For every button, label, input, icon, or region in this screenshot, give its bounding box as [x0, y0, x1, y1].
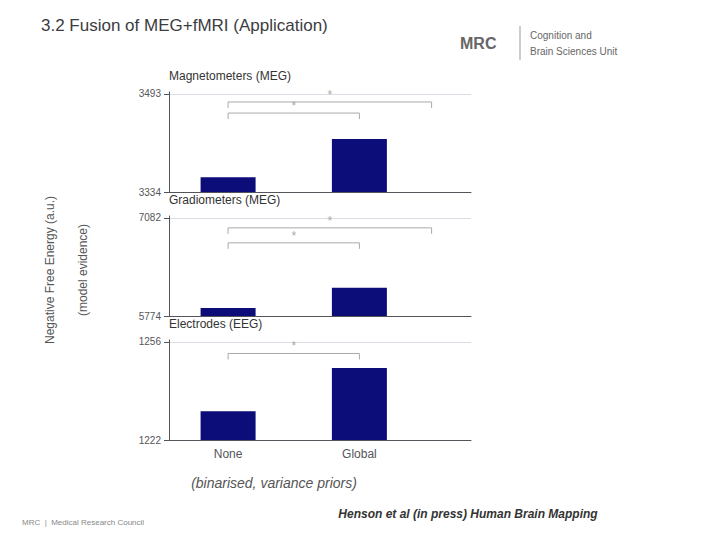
svg-text:Henson et al (in press) Human: Henson et al (in press) Human Brain Mapp… [338, 507, 598, 521]
svg-text:Brain Sciences Unit: Brain Sciences Unit [530, 46, 617, 57]
svg-text:3.2 Fusion of MEG+fMRI (Applic: 3.2 Fusion of MEG+fMRI (Application) [41, 16, 328, 35]
svg-text:*: * [291, 99, 296, 113]
svg-text:Magnetometers (MEG): Magnetometers (MEG) [169, 69, 291, 83]
svg-text:*: * [328, 214, 333, 228]
svg-text:Gradiometers (MEG): Gradiometers (MEG) [169, 193, 280, 207]
svg-text:MRC | Medical Research Counc: MRC | Medical Research Council [22, 518, 144, 527]
svg-text:3493: 3493 [139, 88, 162, 99]
svg-text:(model evidence): (model evidence) [76, 224, 90, 316]
svg-text:3334: 3334 [139, 187, 162, 198]
svg-text:(binarised, variance priors): (binarised, variance priors) [191, 475, 357, 491]
svg-text:*: * [328, 88, 333, 102]
svg-text:Global: Global [342, 447, 377, 461]
svg-text:5774: 5774 [139, 311, 162, 322]
svg-text:*: * [291, 229, 296, 243]
svg-text:1256: 1256 [139, 336, 162, 347]
svg-text:Cognition and: Cognition and [530, 30, 592, 41]
svg-text:MRC: MRC [460, 35, 497, 52]
svg-text:*: * [291, 339, 296, 353]
svg-text:1222: 1222 [139, 435, 162, 446]
svg-text:Electrodes (EEG): Electrodes (EEG) [169, 317, 262, 331]
svg-text:Negative Free Energy (a.u.): Negative Free Energy (a.u.) [43, 196, 57, 344]
svg-text:None: None [214, 447, 243, 461]
svg-text:7082: 7082 [139, 212, 162, 223]
